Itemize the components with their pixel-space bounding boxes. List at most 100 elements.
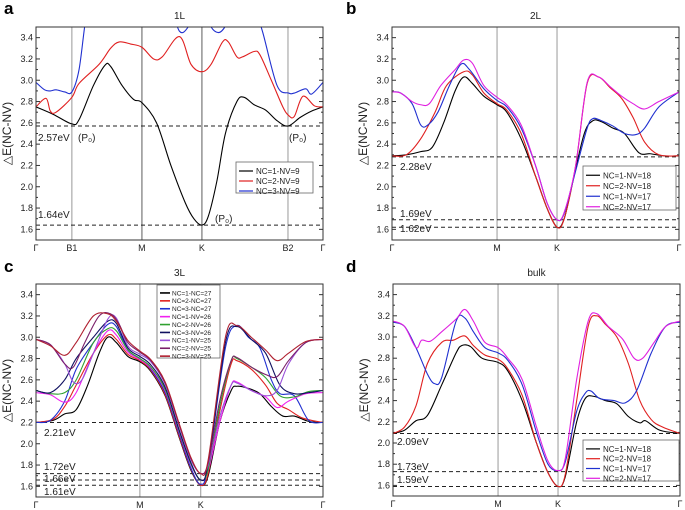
y-tick-label: 2.8 (20, 97, 33, 107)
y-axis-label: △E(NC-NV) (0, 102, 14, 165)
legend-label: NC=2-NC=27 (172, 298, 212, 305)
y-tick-label: 1.6 (20, 481, 33, 491)
annotation-label: (P₀) (78, 133, 95, 144)
x-tick-label: Γ (321, 243, 326, 253)
y-tick-label: 3.4 (376, 33, 389, 43)
series-line-NC=3-NV=25 (36, 312, 323, 476)
x-tick-label: B1 (66, 243, 77, 253)
annotation-label: 1.66eV (44, 474, 76, 485)
legend-label: NC=3-NC=27 (172, 306, 212, 313)
y-axis-label: △E(NC-NV) (0, 359, 14, 422)
y-tick-label: 2.4 (376, 139, 389, 149)
series-line-NC=1-NV=17 (393, 314, 680, 472)
panel-letter: d (346, 257, 356, 276)
y-tick-label: 1.6 (20, 224, 33, 234)
legend-label: NC=2-NV=18 (603, 455, 652, 464)
y-tick-label: 2.2 (20, 417, 33, 427)
series-line-NC=1-NV=9 (36, 62, 323, 226)
plot-frame (391, 26, 680, 241)
legend-label: NC=1-NV=25 (172, 338, 211, 345)
annotation-label: (P₀) (215, 214, 232, 225)
series-line-NC=2-NV=17 (393, 308, 680, 472)
x-tick-label: M (138, 243, 146, 253)
y-tick-label: 1.8 (20, 203, 33, 213)
y-tick-label: 2.4 (20, 139, 33, 149)
annotation-label: 1.64eV (38, 210, 70, 221)
x-tick-label: Γ (391, 499, 396, 509)
panel-title: 3L (174, 268, 186, 279)
annotation-label: 1.61eV (44, 487, 76, 498)
y-tick-label: 2.0 (376, 182, 389, 192)
y-tick-label: 2.8 (377, 353, 390, 363)
legend-label: NC=2-NV=17 (603, 203, 652, 212)
x-tick-label: Γ (677, 243, 682, 253)
legend-label: NC=3-NV=25 (172, 353, 211, 360)
plot-frame (392, 283, 681, 497)
y-tick-label: 3.0 (377, 332, 390, 342)
panel-b: b 2L△E(NC-NV)Γ M K Γ1.61.82.02.22.42.62.83.0… (346, 0, 682, 253)
legend-label: NC=1-NV=17 (603, 465, 652, 474)
y-tick-label: 3.4 (20, 290, 33, 300)
annotation-label: 2.21eV (44, 428, 76, 439)
legend-label: NC=3-NV=26 (172, 330, 211, 337)
legend-label: NC=1-NV=26 (172, 314, 211, 321)
y-tick-label: 3.4 (20, 33, 33, 43)
legend-label: NC=2-NV=9 (256, 177, 300, 186)
y-tick-label: 1.8 (376, 203, 389, 213)
y-tick-label: 1.8 (20, 460, 33, 470)
annotation-label: 1.59eV (397, 475, 429, 486)
y-tick-label: 2.8 (376, 97, 389, 107)
y-tick-label: 1.8 (377, 459, 390, 469)
series-line-NC=2-NV=18 (393, 315, 680, 488)
x-tick-label: Γ (678, 499, 683, 509)
y-tick-label: 2.6 (376, 118, 389, 128)
panel-title: 2L (530, 11, 542, 22)
y-tick-label: 2.8 (20, 354, 33, 364)
x-tick-label: M (136, 500, 144, 510)
y-tick-label: 3.0 (20, 332, 33, 342)
y-tick-label: 2.6 (20, 118, 33, 128)
y-tick-label: 1.6 (376, 224, 389, 234)
legend-label: NC=1-NV=9 (256, 167, 300, 176)
annotation-label: 1.69eV (400, 209, 432, 220)
panel-c: c 3L△E(NC-NV)Γ M K Γ1.61.82.02.22.42.62.83.0… (0, 257, 326, 510)
series-line-NC=2-NV=18 (392, 70, 679, 229)
annotation-label: 2.28eV (400, 162, 432, 173)
x-tick-label: K (199, 243, 205, 253)
legend-label: NC=1-NV=18 (603, 445, 652, 454)
annotation-label: 2.57eV (38, 133, 70, 144)
panel-title: 1L (174, 11, 186, 22)
legend-box (582, 165, 677, 211)
series-line-NC=2-NV=17 (392, 58, 679, 222)
y-tick-label: 3.0 (376, 75, 389, 85)
x-tick-label: K (554, 243, 560, 253)
y-tick-label: 2.2 (376, 160, 389, 170)
plot-frame (35, 26, 324, 241)
y-tick-label: 3.2 (20, 54, 33, 64)
y-tick-label: 1.6 (377, 480, 390, 490)
x-tick-label: M (493, 243, 501, 253)
y-tick-label: 2.0 (377, 438, 390, 448)
panel-title: bulk (527, 268, 546, 279)
y-axis-label: △E(NC-NV) (356, 102, 370, 165)
legend: NC=1-NV=9NC=2-NV=9NC=3-NV=9 (235, 161, 314, 196)
annotation-label: (P₀) (289, 133, 306, 144)
x-tick-label: Γ (321, 500, 326, 510)
legend-label: NC=3-NV=9 (256, 187, 300, 196)
y-tick-label: 2.0 (20, 439, 33, 449)
panel-d: d bulk△E(NC-NV)Γ M K Γ1.61.82.02.22.42.62.83… (346, 257, 683, 509)
y-tick-label: 2.4 (20, 396, 33, 406)
legend-label: NC=2-NV=26 (172, 322, 211, 329)
legend-label: NC=1-NC=27 (172, 290, 212, 297)
series-line-NC=3-NV=9 (210, 27, 226, 34)
y-tick-label: 2.0 (20, 182, 33, 192)
x-tick-label: K (198, 500, 204, 510)
y-tick-label: 3.4 (377, 290, 390, 300)
plot-frame (35, 283, 324, 498)
series-line-NC=3-NV=9 (36, 27, 86, 95)
x-tick-label: B2 (282, 243, 293, 253)
x-tick-label: M (494, 499, 502, 509)
series-line-NC=3-NV=9 (260, 27, 323, 95)
